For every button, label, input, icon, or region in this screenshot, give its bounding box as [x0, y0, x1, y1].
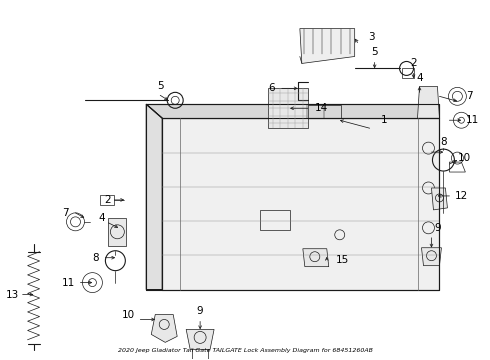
Text: 8: 8: [92, 253, 99, 263]
Text: 4: 4: [98, 213, 105, 223]
Text: 4: 4: [416, 73, 423, 84]
Text: 15: 15: [336, 255, 349, 265]
Polygon shape: [147, 104, 162, 289]
Text: 1: 1: [381, 115, 388, 125]
Bar: [100, 195, 114, 205]
Text: 11: 11: [466, 115, 479, 125]
Polygon shape: [300, 28, 355, 63]
Text: 10: 10: [458, 153, 471, 163]
Text: 9: 9: [197, 306, 203, 316]
Text: 7: 7: [62, 208, 69, 218]
Text: 3: 3: [368, 32, 375, 41]
Polygon shape: [303, 249, 329, 267]
Polygon shape: [432, 188, 447, 210]
Bar: [260, 210, 290, 230]
Text: 12: 12: [455, 191, 468, 201]
Text: 7: 7: [466, 91, 473, 101]
Text: 10: 10: [122, 310, 135, 320]
Text: 5: 5: [157, 81, 164, 91]
Polygon shape: [162, 118, 440, 289]
Bar: [291, 105, 341, 118]
Text: 2020 Jeep Gladiator Tail Gate TAILGATE Lock Assembly Diagram for 68451260AB: 2020 Jeep Gladiator Tail Gate TAILGATE L…: [118, 348, 372, 353]
Polygon shape: [108, 218, 126, 246]
Polygon shape: [151, 315, 177, 342]
Polygon shape: [186, 329, 214, 349]
Text: 5: 5: [371, 48, 378, 58]
Bar: [401, 68, 414, 78]
Polygon shape: [268, 88, 308, 128]
Text: 11: 11: [62, 278, 75, 288]
Text: 14: 14: [315, 103, 328, 113]
Polygon shape: [421, 248, 441, 266]
Text: 2: 2: [104, 195, 111, 205]
Text: 6: 6: [269, 84, 275, 93]
Text: 13: 13: [6, 289, 19, 300]
Text: 9: 9: [434, 223, 441, 233]
Polygon shape: [147, 104, 440, 118]
Text: 8: 8: [440, 137, 447, 147]
Polygon shape: [417, 86, 440, 118]
Text: 2: 2: [410, 58, 417, 68]
